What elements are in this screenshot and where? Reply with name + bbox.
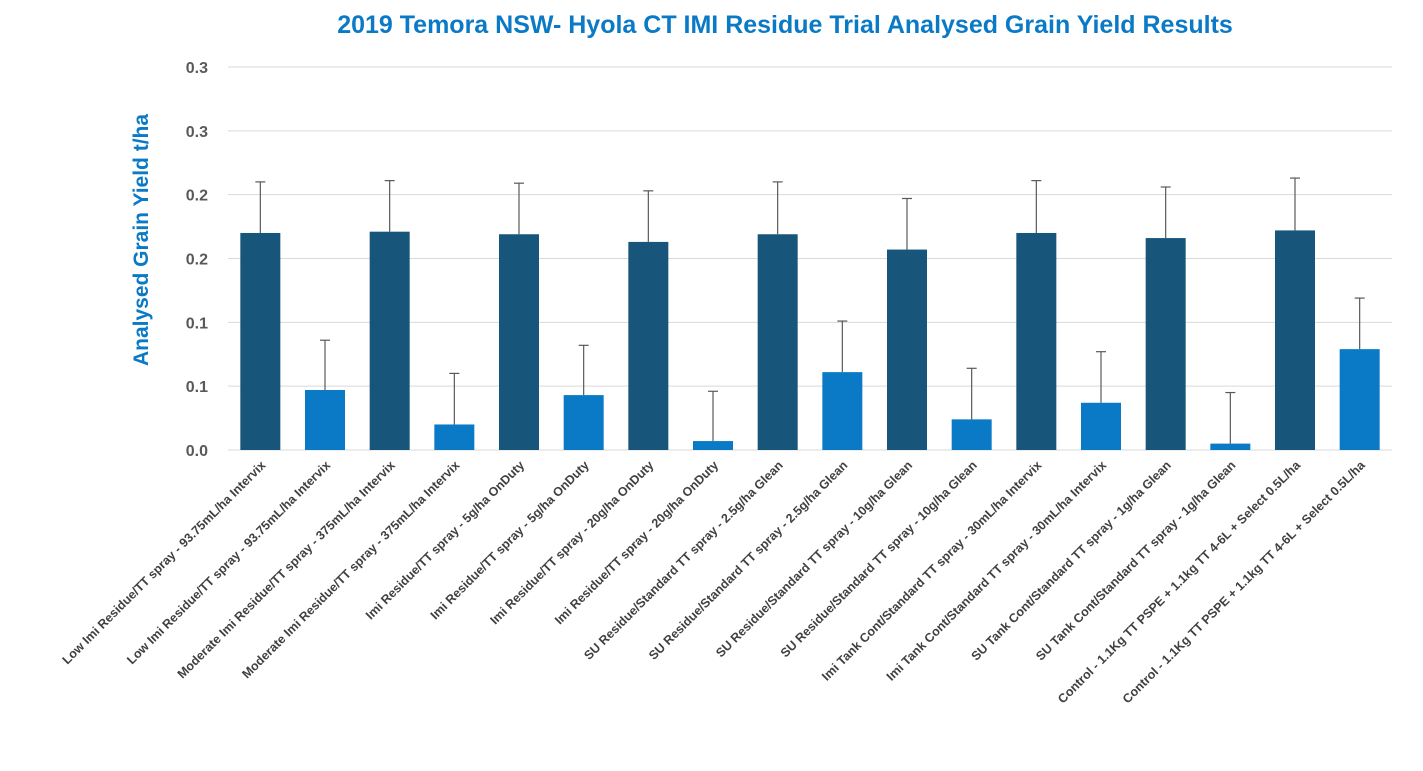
bar [693,441,733,450]
bar [563,395,604,450]
bar [1210,443,1251,450]
x-tick-label: Imi Tank Cont/Standard TT spray - 30mL/h… [819,458,1044,683]
gridlines [228,66,1392,451]
error-bars [255,177,1365,444]
y-axis-ticks: 0.0 0.1 0.1 0.2 0.2 0.3 0.3 [186,60,208,460]
bar [305,389,345,450]
bar [434,424,475,450]
bar [1016,232,1057,450]
x-axis-ticks: Low Imi Residue/TT spray - 93.75mL/ha In… [60,457,1369,706]
bar [369,231,410,450]
bar [628,241,669,450]
x-tick-label: Imi Tank Cont/Standard TT spray - 30mL/h… [884,458,1109,683]
x-tick-label: Control - 1.1Kg TT PSPE + 1.1kg TT 4-6L … [1120,457,1369,706]
x-tick-label: Moderate Imi Residue/TT spray - 375mL/ha… [239,458,462,681]
y-tick-label: 0.1 [186,315,208,332]
bar [1339,349,1380,450]
bars [240,230,1380,450]
bar [1275,230,1315,450]
bar [1081,402,1121,450]
bar [822,372,863,450]
bar [951,419,992,450]
y-tick-label: 0.2 [186,252,208,269]
bar [1145,238,1186,450]
x-tick-label: Control - 1.1Kg TT PSPE + 1.1kg TT 4-6L … [1055,457,1304,706]
bar [887,249,927,450]
y-tick-label: 0.3 [186,124,208,141]
bar [240,232,281,450]
y-tick-label: 0.1 [186,379,208,396]
y-axis-label: Analysed Grain Yield t/ha [130,114,153,366]
bar [499,234,539,450]
chart-title: 2019 Temora NSW- Hyola CT IMI Residue Tr… [337,11,1233,39]
x-tick-label: Moderate Imi Residue/TT spray - 375mL/ha… [175,458,398,681]
bar [757,234,798,450]
y-tick-label: 0.2 [186,188,208,205]
y-tick-label: 0.0 [186,443,208,460]
y-tick-label: 0.3 [186,60,208,77]
